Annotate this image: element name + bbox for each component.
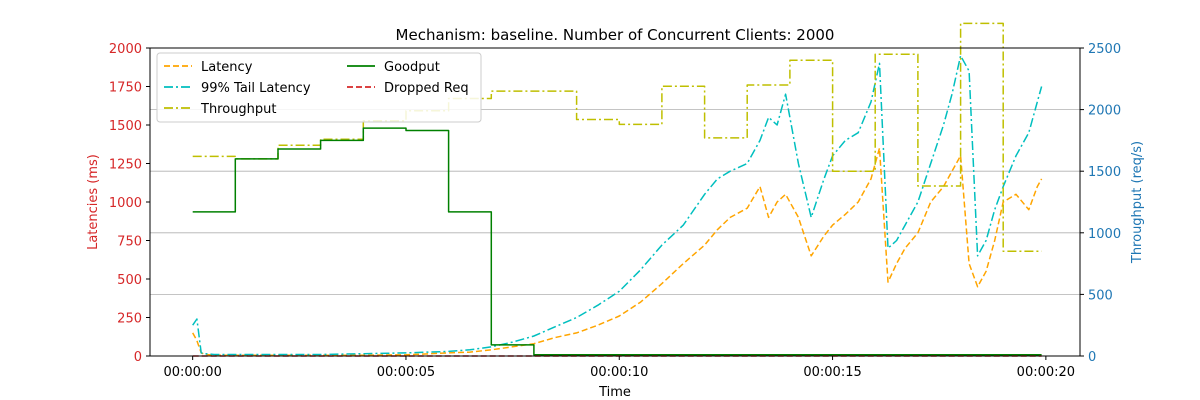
- y-right-tick-label: 2500: [1088, 42, 1121, 57]
- y-left-tick-label: 750: [117, 235, 142, 250]
- y-right-tick-label: 1000: [1088, 227, 1121, 242]
- y-right-tick-label: 0: [1088, 350, 1096, 365]
- y-left-tick-label: 1250: [109, 158, 142, 173]
- x-tick-label: 00:00:05: [377, 365, 435, 380]
- legend-label: Throughput: [200, 102, 277, 117]
- series-line-0: [192, 147, 1043, 356]
- y-axis-left-title: Latencies (ms): [86, 154, 101, 250]
- y-left-tick-label: 0: [134, 350, 142, 365]
- y-axis-right-title: Throughput (req/s): [1130, 141, 1145, 264]
- y-left-tick-label: 1500: [109, 119, 142, 134]
- legend: Latency 99% Tail Latency Throughput Goodput…: [156, 52, 482, 123]
- y-left-tick-label: 2000: [109, 42, 142, 57]
- legend-box: [156, 52, 482, 123]
- series-line-1: [192, 54, 1043, 356]
- x-tick-label: 00:00:10: [590, 365, 648, 380]
- y-left-tick-label: 1000: [109, 196, 142, 211]
- x-tick-label: 00:00:15: [803, 365, 861, 380]
- x-tick-label: 00:00:20: [1017, 365, 1075, 380]
- legend-label: Dropped Req: [384, 81, 469, 96]
- y-left-tick-label: 500: [117, 273, 142, 288]
- y-left-tick-label: 250: [117, 312, 142, 327]
- axes-group: 00:00:00 00:00:05 00:00:10 00:00:15 00:00:20…: [109, 42, 1121, 380]
- legend-label: Latency: [201, 60, 253, 75]
- series-line-3: [192, 127, 1042, 356]
- x-tick-label: 00:00:00: [163, 365, 221, 380]
- legend-label: 99% Tail Latency: [201, 81, 311, 96]
- legend-label: Goodput: [384, 60, 440, 75]
- chart-title: Mechanism: baseline. Number of Concurren…: [396, 26, 835, 44]
- x-axis-title: Time: [598, 385, 631, 400]
- y-left-tick-label: 1750: [109, 81, 142, 96]
- y-right-tick-label: 1500: [1088, 165, 1121, 180]
- y-right-tick-label: 500: [1088, 288, 1113, 303]
- y-right-tick-label: 2000: [1088, 104, 1121, 119]
- series-line-2: [192, 22, 1042, 253]
